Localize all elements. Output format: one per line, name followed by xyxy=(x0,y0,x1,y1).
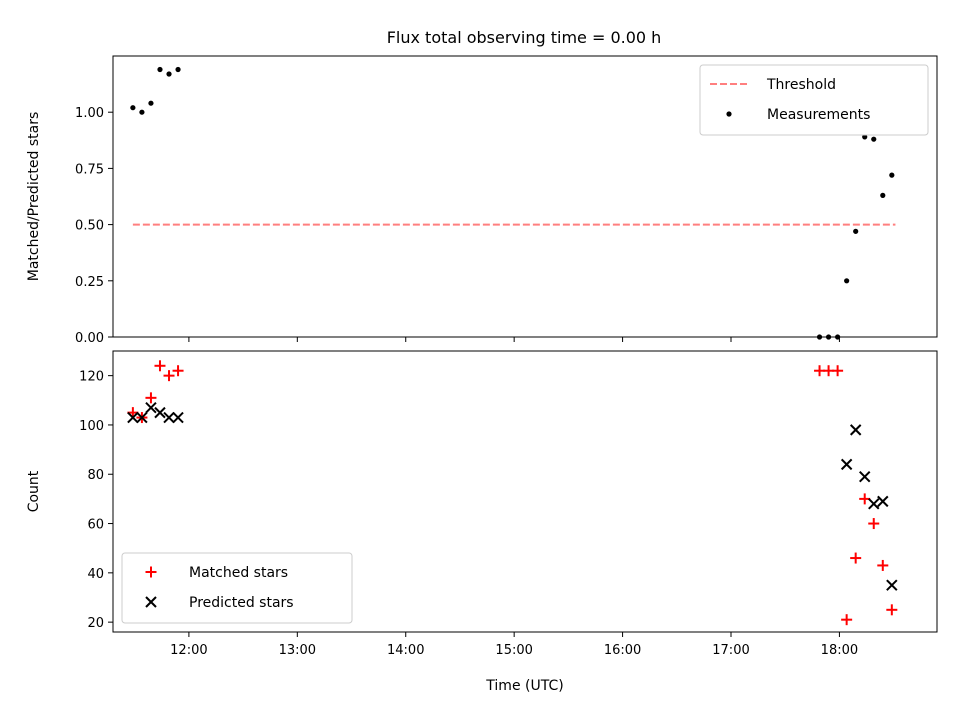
data-point xyxy=(166,71,172,77)
data-point xyxy=(157,66,163,73)
top-panel: 0.00 0.25 0.50 0.75 1.00 Matched/Predicted st… xyxy=(26,55,938,346)
data-point xyxy=(148,100,154,106)
data-point xyxy=(853,228,859,234)
legend: Threshold Measurements xyxy=(699,64,929,136)
legend-label: Measurements xyxy=(767,107,870,123)
data-point xyxy=(886,604,898,616)
legend-swatch-x xyxy=(145,596,157,608)
series-measurements xyxy=(130,66,895,340)
axes-frame xyxy=(112,350,938,633)
data-point xyxy=(889,172,895,178)
data-point xyxy=(172,365,184,377)
x-tick-label: 14:00 xyxy=(387,643,424,658)
data-point xyxy=(136,411,148,424)
legend-swatch-plus xyxy=(145,566,157,578)
data-point xyxy=(880,192,886,198)
x-tick-label: 16:00 xyxy=(604,643,641,658)
x-tick-label: 17:00 xyxy=(712,643,749,658)
data-point xyxy=(163,370,175,382)
data-point xyxy=(868,498,880,510)
legend-label: Predicted stars xyxy=(189,595,294,611)
series-predicted-stars xyxy=(127,401,898,591)
data-point xyxy=(862,134,868,140)
marker-x-b xyxy=(840,458,853,471)
data-point xyxy=(154,406,166,419)
bottom-panel: 12:00 13:00 14:00 15:00 16:00 17:00 18:00 20 40 6… xyxy=(26,350,938,694)
data-point xyxy=(877,559,889,571)
marker-x-b xyxy=(145,596,157,608)
y-tick-label: 40 xyxy=(87,567,104,582)
x-tick-label: 15:00 xyxy=(495,643,532,658)
y-tick-label: 100 xyxy=(79,419,104,434)
series-matched-stars xyxy=(127,360,898,626)
legend: Matched stars Predicted stars xyxy=(121,552,353,624)
data-point xyxy=(859,471,871,483)
y-axis-label: Count xyxy=(26,470,42,512)
data-point xyxy=(139,109,145,115)
data-point xyxy=(844,278,850,284)
marker-x-b xyxy=(145,401,157,414)
data-point xyxy=(841,614,853,626)
marker-x-b xyxy=(849,424,862,436)
y-tick-label: 80 xyxy=(87,468,104,483)
legend-box xyxy=(699,64,929,136)
legend-swatch-dot xyxy=(726,111,732,117)
x-tick-label: 12:00 xyxy=(170,643,207,658)
y-tick-label: 120 xyxy=(79,370,104,385)
data-point xyxy=(172,411,184,424)
legend-box xyxy=(121,552,353,624)
y-axis-label: Matched/Predicted stars xyxy=(26,112,42,282)
data-point xyxy=(840,458,853,471)
y-tick-label: 20 xyxy=(87,616,104,631)
y-tick-label: 60 xyxy=(87,518,104,533)
data-point xyxy=(871,136,877,142)
data-point xyxy=(145,392,157,404)
data-point xyxy=(868,518,880,530)
data-point xyxy=(835,334,841,340)
data-point xyxy=(859,493,871,505)
data-point xyxy=(849,424,862,436)
data-point xyxy=(130,105,136,111)
marker-x-b xyxy=(127,411,139,424)
data-point xyxy=(175,66,181,73)
marker-x-b xyxy=(163,411,175,424)
axes-frame xyxy=(112,55,938,338)
y-tick-label: 0.50 xyxy=(75,219,104,234)
data-point xyxy=(154,360,166,372)
data-point xyxy=(145,401,157,414)
data-point xyxy=(163,411,175,424)
data-point xyxy=(877,495,889,508)
marker-x-b xyxy=(868,498,880,510)
marker-x-b xyxy=(154,406,166,419)
data-point xyxy=(127,411,139,424)
x-tick-label: 18:00 xyxy=(821,643,858,658)
x-tick-label: 13:00 xyxy=(279,643,316,658)
data-point xyxy=(816,334,823,340)
legend-label: Matched stars xyxy=(189,565,288,581)
marker-x-b xyxy=(859,471,871,483)
y-tick-label: 0.00 xyxy=(75,331,104,346)
marker-x-b xyxy=(877,495,889,508)
y-tick-label: 0.25 xyxy=(75,275,104,290)
y-tick-label: 1.00 xyxy=(75,106,104,121)
data-point xyxy=(832,365,844,377)
marker-x-b xyxy=(886,579,898,591)
data-point xyxy=(825,334,832,340)
figure-title: Flux total observing time = 0.00 h xyxy=(387,28,662,47)
y-tick-label: 0.75 xyxy=(75,162,104,177)
x-axis-label: Time (UTC) xyxy=(485,678,563,694)
marker-x-b xyxy=(136,411,148,424)
legend-label: Threshold xyxy=(766,77,836,93)
data-point xyxy=(850,552,862,564)
marker-x-b xyxy=(172,411,184,424)
data-point xyxy=(886,579,898,591)
